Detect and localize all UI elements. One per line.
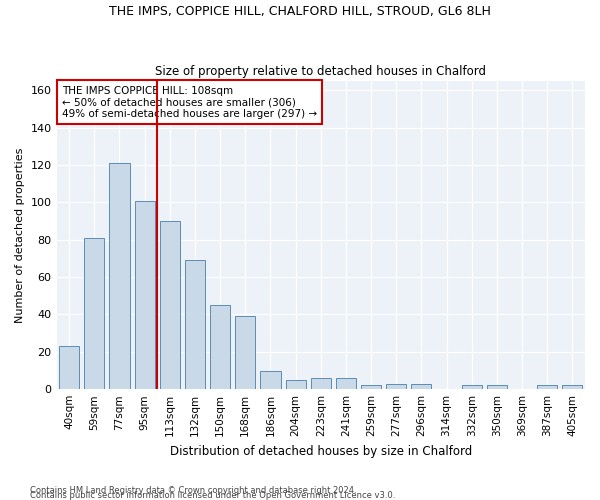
Title: Size of property relative to detached houses in Chalford: Size of property relative to detached ho…	[155, 66, 486, 78]
Bar	[134, 200, 155, 389]
Bar	[537, 386, 557, 389]
Text: THE IMPS, COPPICE HILL, CHALFORD HILL, STROUD, GL6 8LH: THE IMPS, COPPICE HILL, CHALFORD HILL, S…	[109, 5, 491, 18]
Bar	[210, 305, 230, 389]
Bar	[361, 386, 381, 389]
Bar	[185, 260, 205, 389]
Text: Contains HM Land Registry data © Crown copyright and database right 2024.: Contains HM Land Registry data © Crown c…	[30, 486, 356, 495]
X-axis label: Distribution of detached houses by size in Chalford: Distribution of detached houses by size …	[170, 444, 472, 458]
Bar	[336, 378, 356, 389]
Bar	[59, 346, 79, 389]
Bar	[160, 221, 180, 389]
Bar	[562, 386, 583, 389]
Bar	[84, 238, 104, 389]
Bar	[461, 386, 482, 389]
Bar	[487, 386, 507, 389]
Bar	[386, 384, 406, 389]
Bar	[260, 370, 281, 389]
Bar	[412, 384, 431, 389]
Text: Contains public sector information licensed under the Open Government Licence v3: Contains public sector information licen…	[30, 491, 395, 500]
Bar	[311, 378, 331, 389]
Y-axis label: Number of detached properties: Number of detached properties	[15, 148, 25, 323]
Bar	[109, 163, 130, 389]
Bar	[286, 380, 305, 389]
Text: THE IMPS COPPICE HILL: 108sqm
← 50% of detached houses are smaller (306)
49% of : THE IMPS COPPICE HILL: 108sqm ← 50% of d…	[62, 86, 317, 119]
Bar	[235, 316, 256, 389]
